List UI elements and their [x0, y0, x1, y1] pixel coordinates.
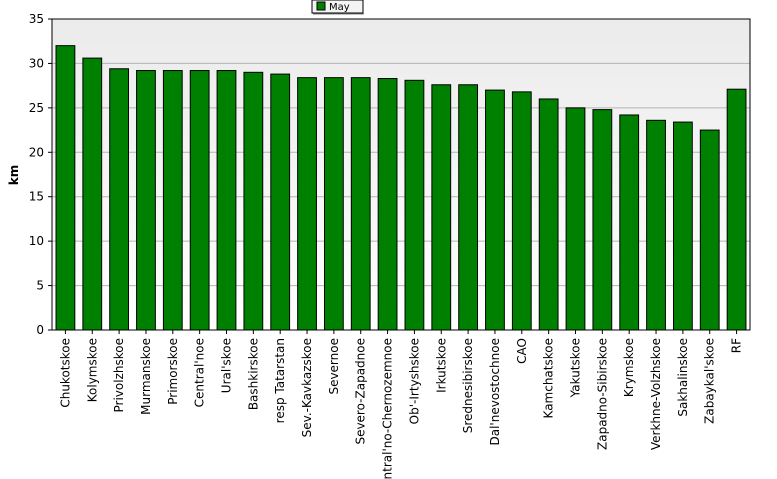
bar[interactable] [672, 121, 693, 331]
x-tick-label: Murmanskoe [139, 338, 153, 415]
x-tick-label: resp Tatarstan [273, 338, 287, 423]
bar[interactable] [243, 71, 264, 331]
bar[interactable] [350, 77, 371, 331]
bar[interactable] [82, 57, 103, 331]
bar[interactable] [458, 84, 479, 331]
legend[interactable]: May [311, 0, 364, 15]
y-tick-label: 30 [29, 56, 44, 70]
plot-border [51, 18, 751, 331]
x-tick-label: Kamchatskoe [542, 338, 556, 418]
x-tick-label: Chukotskoe [58, 338, 72, 408]
bar[interactable] [297, 77, 317, 331]
y-tick-label: 20 [29, 145, 44, 159]
bar[interactable] [726, 88, 747, 331]
x-axis: Chukotskoe Kolymskoe Privolzhskoe Murmansko… [58, 330, 744, 479]
y-axis-title: km [7, 165, 21, 185]
y-tick-label: 10 [29, 234, 44, 248]
x-tick-label: Krymskoe [622, 338, 636, 397]
x-tick-label: Yakutskoe [569, 338, 583, 398]
bar[interactable] [699, 129, 720, 331]
y-tick-label: 15 [29, 190, 44, 204]
bar[interactable] [377, 78, 398, 331]
x-tick-label: RF [730, 338, 744, 353]
x-tick-label: Central'no-Chernozemnoe [381, 338, 395, 479]
y-tick-label: 35 [29, 12, 44, 26]
x-tick-label: Irkutskoe [434, 338, 448, 393]
x-tick-label: Verkhne-Volzhskoe [649, 338, 663, 450]
y-tick-label: 0 [36, 323, 44, 337]
x-tick-label: Ural'skoe [220, 338, 234, 393]
bar[interactable] [592, 109, 613, 331]
x-tick-label: Sev.-Kavkazskoe [300, 338, 314, 437]
x-tick-label: Srednesibirskoe [461, 338, 475, 433]
bar[interactable] [511, 91, 532, 331]
bar[interactable] [270, 73, 291, 331]
bar[interactable] [538, 98, 559, 331]
bar[interactable] [565, 107, 586, 331]
bar[interactable] [646, 119, 666, 331]
bar[interactable] [55, 45, 76, 331]
bar[interactable] [404, 79, 425, 331]
x-tick-label: Privolzhskoe [112, 338, 126, 412]
bar[interactable] [323, 77, 344, 331]
plot-area [52, 19, 750, 330]
y-tick-label: 25 [29, 101, 44, 115]
bar[interactable] [485, 89, 505, 331]
x-tick-label: Zabaykal'skoe [703, 338, 717, 424]
x-tick-label: Ob'-Irtyshskoe [407, 338, 421, 424]
legend-label: May [329, 2, 350, 13]
bar[interactable] [109, 68, 130, 331]
bar[interactable] [619, 114, 640, 331]
x-tick-label: Central'noe [193, 338, 207, 407]
x-tick-label: Primorskoe [166, 338, 180, 405]
x-tick-label: Severo-Zapadnoe [354, 338, 368, 445]
legend-swatch [316, 1, 326, 11]
y-tick-label: 5 [36, 279, 44, 293]
x-tick-label: Zapadno-Sibirskoe [595, 338, 609, 450]
bar[interactable] [216, 70, 237, 331]
bar[interactable] [431, 84, 452, 331]
x-tick-label: CAO [515, 338, 529, 364]
bar[interactable] [189, 70, 210, 331]
x-tick-label: Bashkirskoe [246, 338, 260, 410]
x-tick-label: Sakhalinskoe [676, 338, 690, 417]
x-tick-label: Kolymskoe [85, 338, 99, 402]
y-axis: 0 5 10 15 20 25 30 35 [29, 12, 52, 337]
bar[interactable] [136, 70, 156, 331]
bars [55, 45, 747, 331]
bar[interactable] [162, 70, 183, 331]
x-tick-label: Severnoe [327, 338, 341, 395]
x-tick-label: Dal'nevostochnoe [488, 338, 502, 446]
